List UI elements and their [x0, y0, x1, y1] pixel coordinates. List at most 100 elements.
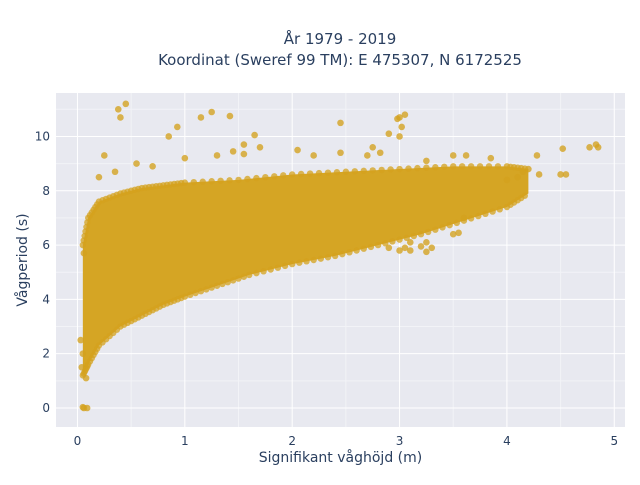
scatter-point — [149, 163, 156, 170]
region-edge-point — [181, 179, 189, 186]
region-edge-point — [339, 250, 346, 258]
y-tick-label: 8 — [42, 184, 50, 198]
region-edge-point — [467, 215, 475, 222]
region-edge-point — [441, 163, 448, 170]
x-tick-label: 3 — [396, 434, 404, 448]
region-edge-point — [403, 234, 410, 242]
x-tick-label: 1 — [181, 434, 189, 448]
scatter-point — [406, 247, 414, 254]
region-edge-point — [424, 228, 432, 236]
scatter-point — [197, 114, 205, 121]
x-axis-ticks: 0 1 2 3 4 5 — [74, 434, 618, 448]
region-edge-point — [208, 178, 215, 185]
region-edge-point — [181, 293, 189, 300]
region-edge-point — [229, 277, 237, 284]
scatter-point — [385, 130, 393, 138]
region-edge-point — [281, 262, 289, 270]
region-edge-point — [369, 167, 376, 174]
region-edge-point — [417, 231, 425, 238]
scatter-point — [294, 146, 301, 154]
scatter-point — [111, 168, 119, 176]
region-edge-point — [296, 259, 303, 266]
scatter-point — [101, 152, 108, 159]
scatter-point — [592, 141, 600, 148]
region-edge-point — [382, 240, 389, 247]
y-tick-label: 10 — [35, 129, 50, 143]
region-edge-point — [280, 172, 287, 179]
region-edge-point — [405, 165, 412, 172]
region-edge-point — [346, 249, 353, 256]
x-tick-label: 4 — [503, 434, 511, 448]
scatter-point — [229, 148, 237, 155]
scatter-point — [394, 115, 401, 123]
scatter-point — [77, 336, 84, 344]
region-edge-point — [226, 177, 233, 184]
scatter-point — [503, 176, 511, 184]
scatter-point — [213, 152, 221, 159]
region-edge-point — [378, 166, 385, 174]
scatter-point — [460, 214, 468, 222]
scatter-point — [114, 105, 122, 113]
scatter-point — [256, 144, 264, 151]
region-edge-point — [342, 168, 350, 175]
x-tick-label: 5 — [610, 434, 618, 448]
region-edge-point — [432, 226, 439, 233]
scatter-point — [364, 152, 371, 159]
region-edge-point — [240, 273, 248, 280]
region-edge-point — [315, 169, 323, 177]
y-tick-label: 6 — [42, 238, 50, 252]
scatter-point — [369, 144, 377, 151]
scatter-point — [449, 152, 457, 159]
scatter-point — [449, 230, 457, 238]
scatter-point — [240, 141, 248, 148]
region-edge-point — [186, 291, 194, 299]
x-tick-label: 2 — [288, 434, 296, 448]
region-edge-point — [396, 236, 403, 243]
scatter-point — [423, 248, 430, 256]
region-edge-point — [288, 260, 296, 268]
region-edge-point — [253, 269, 260, 277]
region-edge-point — [360, 167, 367, 175]
region-edge-point — [306, 170, 314, 177]
scatter-point — [181, 154, 189, 162]
region-edge-point — [367, 243, 375, 251]
region-edge-point — [351, 168, 359, 175]
scatter-point — [557, 171, 564, 178]
region-edge-point — [219, 280, 226, 288]
region-edge-point — [303, 258, 310, 265]
region-edge-point — [199, 178, 206, 185]
scatter-point — [79, 403, 87, 411]
region-edge-point — [485, 163, 493, 170]
dense-region-area — [82, 166, 529, 376]
region-edge-point — [423, 164, 430, 171]
scatter-point — [376, 149, 384, 157]
region-edge-point — [197, 288, 205, 295]
chart-title: År 1979 - 2019 — [283, 30, 397, 48]
region-edge-point — [467, 163, 475, 170]
region-edge-point — [253, 174, 260, 182]
region-edge-point — [297, 170, 305, 178]
scatter-point — [79, 350, 87, 357]
scatter-point — [122, 100, 130, 108]
region-edge-point — [310, 256, 317, 264]
scatter-point — [559, 145, 567, 152]
region-edge-point — [213, 282, 221, 289]
region-edge-point — [267, 266, 274, 273]
region-edge-point — [353, 247, 360, 254]
scatter-point — [417, 243, 425, 250]
scatter-point — [406, 239, 414, 246]
region-edge-point — [396, 165, 403, 173]
scatter-points — [77, 100, 602, 412]
region-edge-point — [387, 166, 394, 173]
scatter-point — [519, 168, 527, 176]
region-edge-point — [389, 238, 396, 245]
scatter-point — [487, 154, 495, 162]
y-tick-label: 2 — [42, 347, 50, 361]
scatter-point — [385, 244, 393, 252]
region-edge-point — [521, 192, 528, 199]
region-edge-point — [224, 278, 231, 286]
region-edge-point — [217, 177, 224, 184]
chart-subtitle: Koordinat (Sweref 99 TM): E 475307, N 61… — [158, 51, 522, 69]
region-edge-point — [410, 232, 418, 240]
scatter-point — [82, 374, 90, 382]
